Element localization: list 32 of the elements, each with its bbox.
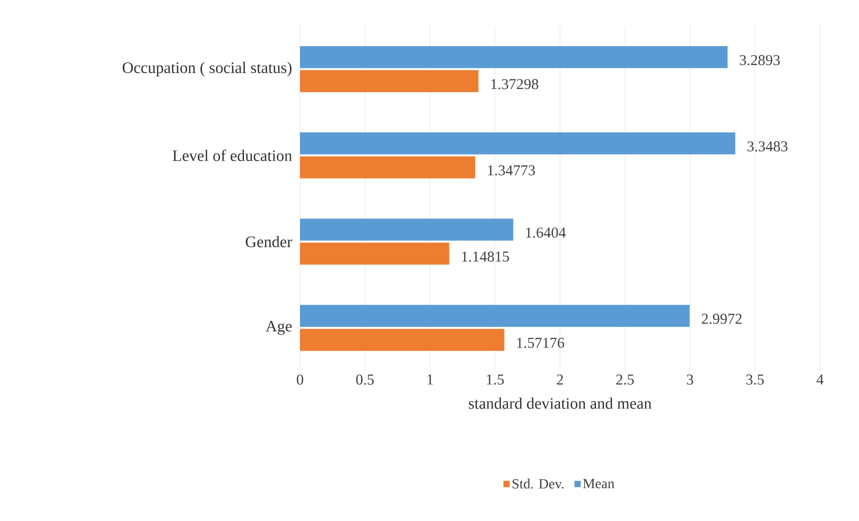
x-tick-label: 1	[428, 374, 433, 384]
x-tick-label: 2	[556, 374, 563, 384]
x-tick-label: 1.5	[486, 374, 504, 385]
y-tick-label: Age	[266, 320, 292, 335]
bar	[300, 218, 514, 241]
x-tick-label: 4	[816, 374, 824, 384]
data-label: 1.34773	[488, 165, 535, 176]
bar	[300, 46, 728, 68]
data-label: 2.9972	[702, 314, 742, 324]
x-tick-label: 0	[296, 374, 304, 385]
y-tick-label: Occupation ( social status)	[122, 62, 292, 76]
bar	[300, 304, 690, 327]
y-tick-label: Gender	[246, 236, 292, 248]
data-label: 1.14815	[462, 252, 509, 262]
x-tick-label: 0.5	[356, 374, 374, 385]
y-tick-label: Level of education	[172, 150, 292, 162]
bar	[300, 242, 450, 265]
data-label: 3.2893	[740, 55, 780, 66]
legend-label: Std. Dev.	[512, 478, 564, 489]
data-label: 1.37298	[491, 79, 538, 90]
bar	[300, 328, 504, 351]
data-label: 1.57176	[517, 338, 564, 348]
x-tick-label: 2.5	[616, 374, 634, 385]
bar	[300, 70, 478, 92]
x-tick-label: 3.5	[746, 374, 764, 385]
data-label: 1.6404	[526, 228, 566, 238]
legend-label: Mean	[583, 478, 614, 488]
x-axis-title: standard deviation and mean	[468, 398, 652, 409]
bar	[300, 156, 476, 178]
bar	[300, 132, 736, 154]
x-tick-label: 3	[686, 374, 694, 385]
data-label: 3.3483	[748, 141, 788, 152]
